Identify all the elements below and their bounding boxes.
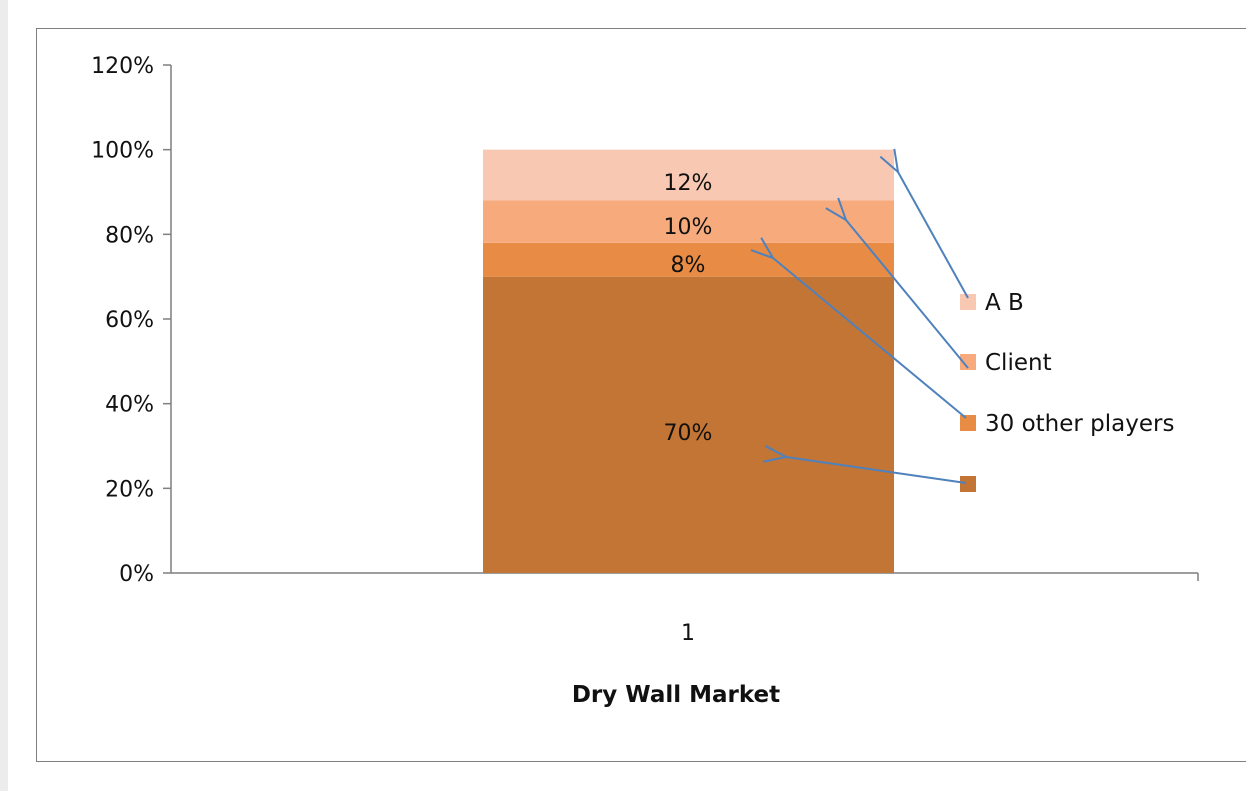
legend-swatch (960, 415, 976, 431)
page: 0% 20% 40% 60% 80% 100% 120% 1 70% 8% 10% 12% A B C… (8, 0, 1246, 791)
bar-data-label: 70% (664, 421, 713, 446)
legend-label: A B (985, 290, 1024, 316)
x-tick-label: 1 (681, 621, 695, 646)
bar-data-label: 12% (664, 171, 713, 196)
y-tick-label: 0% (119, 562, 154, 587)
legend-label: Client (985, 350, 1052, 376)
y-tick-label: 120% (91, 54, 154, 79)
bar-data-label: 10% (664, 215, 713, 240)
y-tick-label: 20% (105, 477, 154, 502)
y-tick-label: 100% (91, 139, 154, 164)
y-tick-label: 80% (105, 223, 154, 248)
legend-swatch (960, 476, 976, 492)
y-tick-label: 40% (105, 393, 154, 418)
x-axis-title: Dry Wall Market (572, 682, 780, 708)
legend-label: 30 other players (985, 411, 1174, 437)
y-tick-label: 60% (105, 308, 154, 333)
annotation-arrow (898, 172, 968, 298)
bar-data-label: 8% (671, 253, 706, 278)
chart: 0% 20% 40% 60% 80% 100% 120% 1 70% 8% 10% 12% A B C… (8, 0, 1246, 791)
